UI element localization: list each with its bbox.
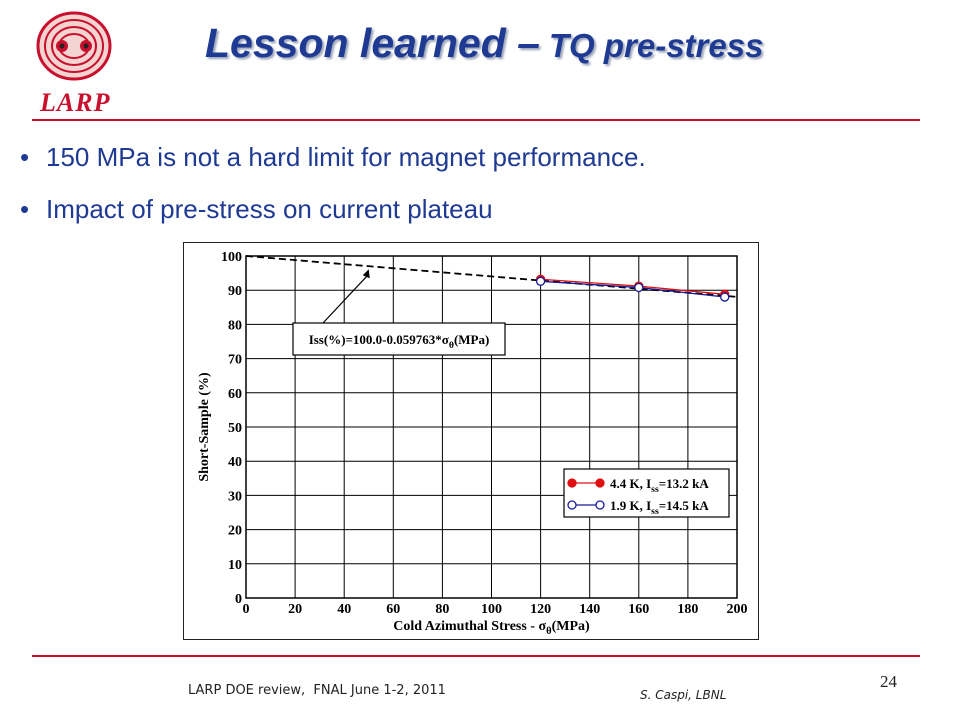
x-tick-label: 120 [530, 602, 551, 617]
bullet-item: • 150 MPa is not a hard limit for magnet… [20, 140, 646, 192]
logo-text: LARP [40, 88, 111, 117]
y-tick-label: 60 [228, 387, 242, 402]
x-tick-label: 200 [727, 602, 748, 617]
x-tick-label: 160 [628, 602, 649, 617]
top-divider [32, 119, 920, 121]
x-tick-label: 0 [243, 602, 250, 617]
y-tick-label: 0 [235, 592, 242, 607]
legend-label: 1.9 K, Iss=14.5 kA [610, 498, 709, 517]
annotation-arrowhead [362, 269, 370, 279]
data-point [634, 282, 644, 293]
x-tick-label: 80 [435, 602, 449, 617]
x-tick-label: 60 [386, 602, 400, 617]
y-tick-label: 40 [228, 455, 242, 470]
y-tick-label: 30 [228, 489, 242, 504]
title-main: Lesson learned – [205, 20, 540, 66]
bullet-item: • Impact of pre-stress on current platea… [20, 192, 646, 244]
annotation-arrow [322, 273, 370, 324]
plot-area [245, 255, 738, 599]
y-tick-label: 20 [228, 524, 242, 539]
data-point [535, 276, 546, 286]
legend-marker [567, 500, 577, 510]
x-tick-label: 140 [579, 602, 600, 617]
fit-line [245, 255, 738, 298]
series-line [540, 280, 725, 298]
stress-chart: 0 20 40 60 80 100 120 140 160 180 200 0 10 20 30 40 50 60… [197, 250, 748, 637]
x-tick-label: 180 [677, 602, 698, 617]
legend-marker [595, 478, 605, 488]
bullet-text: Impact of pre-stress on current plateau [46, 194, 493, 224]
footer-event: LARP DOE review, FNAL June 1-2, 2011 [188, 683, 446, 698]
annotation-text: Iss(%)=100.0-0.059763*σθ(MPa) [309, 332, 490, 351]
y-tick-label: 10 [228, 558, 242, 573]
annotation-box [292, 322, 506, 356]
y-tick-label: 70 [228, 353, 242, 368]
legend-marker [595, 500, 605, 510]
bullet-list: • 150 MPa is not a hard limit for magnet… [20, 140, 646, 244]
chart-frame: 0 20 40 60 80 100 120 140 160 180 200 0 10 20 30 40 50 60… [183, 242, 759, 640]
data-point [720, 292, 730, 302]
bullet-dot: • [20, 142, 30, 172]
legend-marker [567, 478, 577, 488]
larp-logo: LARP [30, 8, 120, 118]
bullet-dot: • [20, 194, 30, 224]
legend-box [563, 468, 730, 518]
x-axis-label: Cold Azimuthal Stress - σθ(MPa) [393, 619, 590, 637]
y-axis-label: Short-Sample (%) [197, 372, 212, 482]
bottom-divider [32, 655, 920, 657]
x-tick-label: 100 [481, 602, 502, 617]
bullet-text: 150 MPa is not a hard limit for magnet p… [46, 142, 646, 172]
y-tick-label: 50 [228, 421, 242, 436]
slide-title: Lesson learned – TQ pre-stress [205, 20, 763, 67]
y-tick-label: 80 [228, 318, 242, 333]
y-tick-label: 100 [221, 250, 242, 265]
x-tick-label: 20 [288, 602, 302, 617]
page-number: 24 [880, 672, 897, 691]
larp-seal-icon [36, 11, 112, 81]
title-sub: TQ pre-stress [548, 27, 764, 64]
x-tick-label: 40 [337, 602, 351, 617]
y-tick-label: 90 [228, 284, 242, 299]
legend-label: 4.4 K, Iss=13.2 kA [610, 476, 709, 495]
footer-author: S. Caspi, LBNL [640, 688, 727, 702]
